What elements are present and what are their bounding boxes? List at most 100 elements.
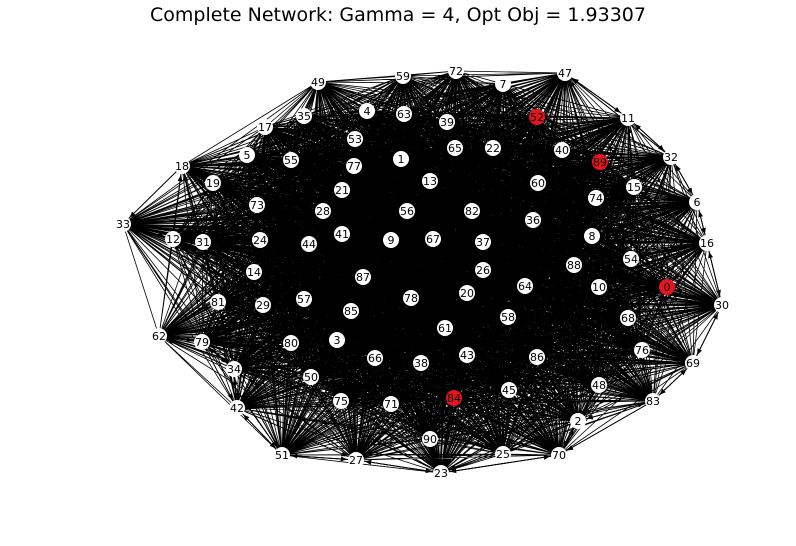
node-label: 83 (646, 395, 660, 408)
node-label: 5 (244, 149, 251, 162)
edge-arrow (672, 242, 708, 281)
node-label: 31 (196, 236, 210, 249)
node-circle (383, 232, 399, 248)
node-label: 87 (356, 271, 370, 284)
node-circle (399, 203, 415, 219)
node-54: 54 (623, 251, 639, 267)
node-7: 7 (495, 76, 511, 92)
edge-arrow (566, 400, 654, 451)
node-49: 49 (310, 74, 326, 90)
node-label: 56 (400, 205, 414, 218)
edge-arrow (217, 301, 233, 361)
node-circle (383, 396, 399, 412)
node-41: 41 (334, 226, 350, 242)
node-label: 36 (526, 214, 540, 227)
node-70: 70 (551, 447, 567, 463)
node-circle (210, 294, 226, 310)
node-circle (229, 400, 245, 416)
edge-arrow (449, 454, 560, 474)
node-label: 22 (486, 142, 500, 155)
edge-arrow (158, 306, 211, 337)
edge-arrow (449, 420, 579, 471)
node-68: 68 (620, 310, 636, 326)
node-circle (464, 203, 480, 219)
node-label: 10 (592, 281, 606, 294)
node-label: 73 (250, 199, 264, 212)
edge-arrow (708, 251, 723, 306)
node-label: 18 (175, 160, 189, 173)
node-label: 59 (396, 70, 410, 83)
edge-arrow (642, 188, 698, 203)
node-label: 1 (398, 153, 405, 166)
node-label: 15 (627, 181, 641, 194)
node-label: 76 (635, 344, 649, 357)
node-circle (194, 334, 210, 350)
node-31: 31 (195, 234, 211, 250)
node-circle (255, 297, 271, 313)
node-label: 48 (592, 379, 606, 392)
node-label: 66 (368, 352, 382, 365)
node-circle (239, 147, 255, 163)
node-5: 5 (239, 147, 255, 163)
edge-arrow (364, 459, 442, 474)
edge-arrow (172, 190, 209, 240)
node-83: 83 (645, 393, 661, 409)
node-60: 60 (530, 175, 546, 191)
edge-arrow (675, 289, 723, 306)
node-64: 64 (517, 278, 533, 294)
edge-arrow (242, 414, 283, 456)
node-circle (296, 108, 312, 124)
node-label: 30 (715, 299, 729, 312)
node-circle (459, 285, 475, 301)
node-label: 89 (593, 156, 607, 169)
node-8: 8 (584, 228, 600, 244)
node-circle (367, 350, 383, 366)
edge-arrow (233, 368, 279, 448)
node-73: 73 (249, 197, 265, 213)
node-43: 43 (459, 347, 475, 363)
node-44: 44 (301, 236, 317, 252)
node-21: 21 (334, 182, 350, 198)
node-circle (620, 110, 636, 126)
node-circle (588, 190, 604, 206)
node-12: 12 (165, 231, 181, 247)
node-label: 17 (258, 121, 272, 134)
highlighted-node-circle (446, 390, 462, 406)
node-3: 3 (329, 332, 345, 348)
edge-arrow (586, 400, 654, 420)
node-89: 89 (592, 154, 608, 170)
node-circle (475, 262, 491, 278)
node-circle (620, 310, 636, 326)
node-circle (257, 119, 273, 135)
node-circle (283, 152, 299, 168)
node-circle (529, 349, 545, 365)
node-29: 29 (255, 297, 271, 313)
node-63: 63 (396, 106, 412, 122)
edge-arrow (167, 339, 235, 370)
node-label: 49 (311, 76, 325, 89)
edge-arrow (203, 182, 214, 234)
edge-arrow (583, 349, 643, 415)
node-81: 81 (210, 294, 226, 310)
node-label: 20 (460, 287, 474, 300)
node-label: 71 (384, 398, 398, 411)
node-circle (165, 231, 181, 247)
node-label: 75 (334, 395, 348, 408)
node-61: 61 (437, 320, 453, 336)
node-circle (315, 203, 331, 219)
edge-arrow (236, 407, 348, 457)
node-label: 60 (531, 177, 545, 190)
node-label: 77 (347, 160, 361, 173)
node-label: 40 (555, 144, 569, 157)
edge-arrow (281, 454, 348, 462)
node-0: 0 (659, 279, 675, 295)
node-57: 57 (296, 291, 312, 307)
node-circle (495, 76, 511, 92)
node-circle (645, 393, 661, 409)
node-circle (485, 140, 501, 156)
node-19: 19 (205, 175, 221, 191)
node-72: 72 (448, 63, 464, 79)
node-90: 90 (422, 431, 438, 447)
node-label: 85 (344, 305, 358, 318)
